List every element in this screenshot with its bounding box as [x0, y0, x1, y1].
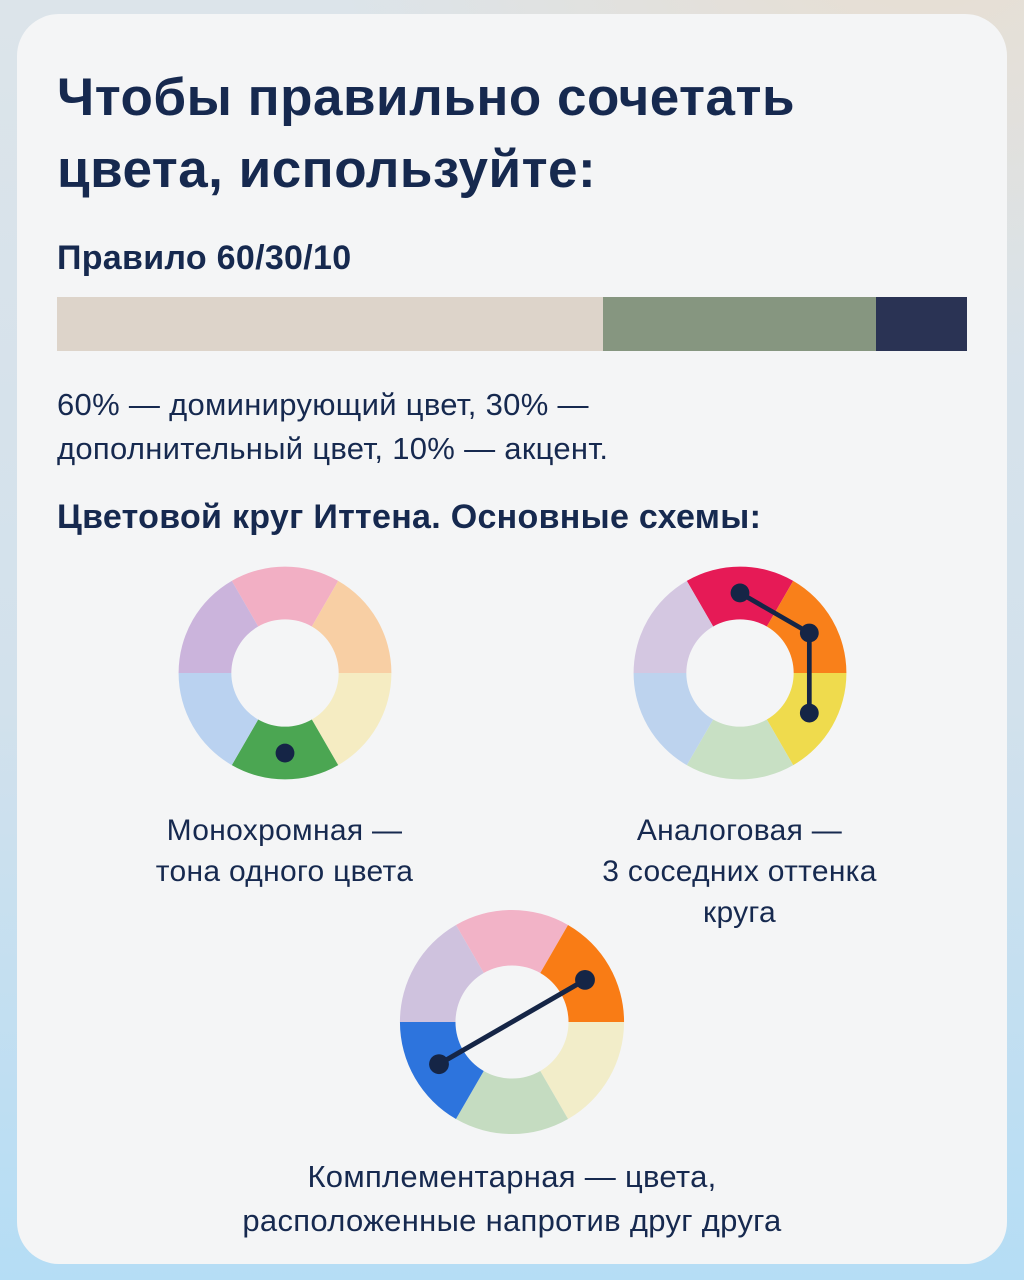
wheel-segment-4: [633, 673, 713, 766]
rule-description: 60% — доминирующий цвет, 30% — дополните…: [57, 387, 609, 466]
wheels-row: Монохромная — тона одного цвета Аналогов…: [57, 560, 967, 933]
scheme-marker-dot: [275, 743, 294, 763]
scheme-marker-dot: [575, 969, 595, 990]
wheel-segment-1: [311, 580, 391, 673]
ratio-bar-segment-secondary: [603, 297, 876, 351]
rule-heading: Правило 60/30/10: [57, 239, 352, 277]
wheels-heading: Цветовой круг Иттена. Основные схемы:: [57, 498, 762, 536]
wheel-group-monochrome: Монохромная — тона одного цвета: [57, 560, 512, 933]
scheme-marker-dot: [429, 1054, 449, 1075]
color-wheel-monochrome: [172, 560, 398, 786]
page-title: Чтобы правильно сочетать цвета, использу…: [57, 68, 796, 199]
content-card: Чтобы правильно сочетать цвета, использу…: [17, 14, 1007, 1264]
wheel-segment-3: [455, 1070, 569, 1135]
wheel-segment-2: [540, 1022, 625, 1120]
color-wheel-complementary: [393, 903, 631, 1141]
scheme-marker-dot: [799, 703, 819, 723]
wheel-group-analogous: Аналоговая — 3 соседних оттенка круга: [512, 560, 967, 933]
ratio-bar-segment-dominant: [57, 297, 603, 351]
ratio-bar-segment-accent: [876, 297, 967, 351]
wheel-segment-3: [686, 719, 793, 780]
wheel-caption-monochrome: Монохромная — тона одного цвета: [155, 814, 414, 888]
color-wheel-analogous: [627, 560, 853, 786]
wheel-segment-0: [455, 909, 569, 974]
wheel-segment-5: [633, 580, 713, 673]
wheel-segment-5: [399, 924, 484, 1022]
wheel-segment-0: [231, 566, 338, 627]
wheel-caption-complementary: Комплементарная — цвета, расположенные н…: [242, 1159, 782, 1238]
wheel-segment-4: [178, 673, 258, 766]
wheel-caption-analogous: Аналоговая — 3 соседних оттенка круга: [602, 814, 877, 929]
wheel-segment-5: [178, 580, 258, 673]
scheme-marker-dot: [799, 623, 819, 643]
scheme-marker-dot: [730, 583, 749, 603]
ratio-bar: [57, 297, 967, 351]
wheel-segment-2: [311, 673, 391, 766]
scheme-connector-line: [437, 977, 587, 1067]
wheel-group-complementary: Комплементарная — цвета, расположенные н…: [57, 903, 967, 1243]
